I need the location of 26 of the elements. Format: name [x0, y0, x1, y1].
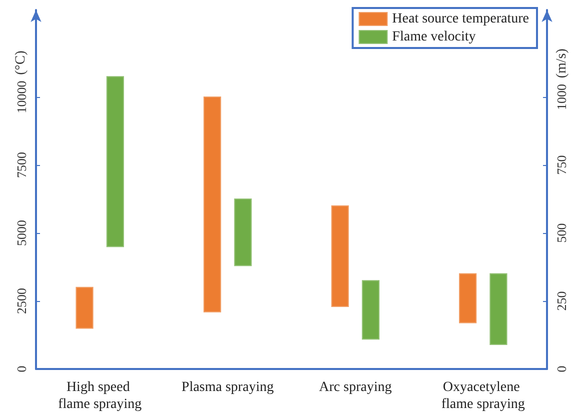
y-tick-label: 5000 — [14, 220, 29, 246]
x-tick-label: High speed flame spraying — [58, 380, 142, 412]
bar — [203, 96, 222, 312]
bar — [106, 76, 124, 248]
y-tick-label: 0 — [14, 366, 29, 372]
y2-axis-title: (m/s) — [554, 48, 570, 78]
y2-tick-label: 750 — [554, 155, 569, 175]
bar — [458, 273, 477, 324]
bar — [234, 198, 252, 266]
y2-tick-label: 0 — [554, 366, 569, 372]
y2-tick-label: 500 — [554, 223, 569, 243]
x-tick-label: Plasma spraying — [182, 380, 274, 395]
y2-tick-label: 250 — [554, 291, 569, 311]
bar — [490, 273, 508, 346]
bar — [76, 286, 94, 329]
x-tick-label: Arc spraying — [319, 380, 392, 395]
y-tick-label: 7500 — [14, 152, 29, 178]
x-tick-label: Oxyacetylene flame spraying — [441, 380, 525, 412]
y2-tick-label: 1000 — [554, 84, 569, 110]
legend-label: Heat source temperature — [392, 12, 530, 26]
y-tick-label: 10000 — [14, 80, 29, 114]
legend-label: Flame velocity — [392, 30, 476, 44]
bar — [362, 280, 380, 340]
y-axis-title: (°C) — [14, 50, 28, 75]
bar — [331, 205, 349, 307]
y-tick-label: 2500 — [14, 288, 29, 314]
